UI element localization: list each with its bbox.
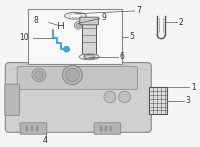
FancyBboxPatch shape	[5, 84, 20, 116]
Text: 2: 2	[179, 18, 184, 27]
Text: 6: 6	[120, 52, 125, 61]
Text: 7: 7	[136, 6, 141, 15]
Bar	[105, 126, 107, 131]
FancyBboxPatch shape	[20, 123, 47, 134]
FancyBboxPatch shape	[5, 63, 151, 132]
Bar	[36, 126, 38, 131]
Bar	[28, 9, 122, 65]
Text: 4: 4	[43, 136, 48, 145]
Circle shape	[63, 65, 82, 85]
Text: 10: 10	[19, 33, 29, 42]
Circle shape	[119, 91, 131, 103]
Circle shape	[64, 46, 69, 52]
Circle shape	[32, 68, 46, 82]
Text: 9: 9	[102, 13, 107, 22]
Bar	[82, 20, 96, 54]
Bar	[100, 126, 102, 131]
Text: 3: 3	[186, 96, 191, 105]
Circle shape	[104, 91, 116, 103]
Text: 1: 1	[191, 83, 195, 92]
Text: 5: 5	[130, 32, 134, 41]
Bar	[31, 126, 33, 131]
Bar	[84, 54, 94, 58]
Bar	[110, 126, 112, 131]
Bar	[149, 87, 167, 114]
Bar	[26, 126, 28, 131]
FancyBboxPatch shape	[17, 66, 137, 89]
Circle shape	[34, 71, 43, 79]
FancyBboxPatch shape	[80, 17, 99, 25]
Circle shape	[74, 21, 82, 29]
Circle shape	[76, 23, 80, 27]
Text: 8: 8	[34, 16, 39, 25]
Circle shape	[65, 68, 79, 82]
FancyBboxPatch shape	[94, 123, 121, 134]
